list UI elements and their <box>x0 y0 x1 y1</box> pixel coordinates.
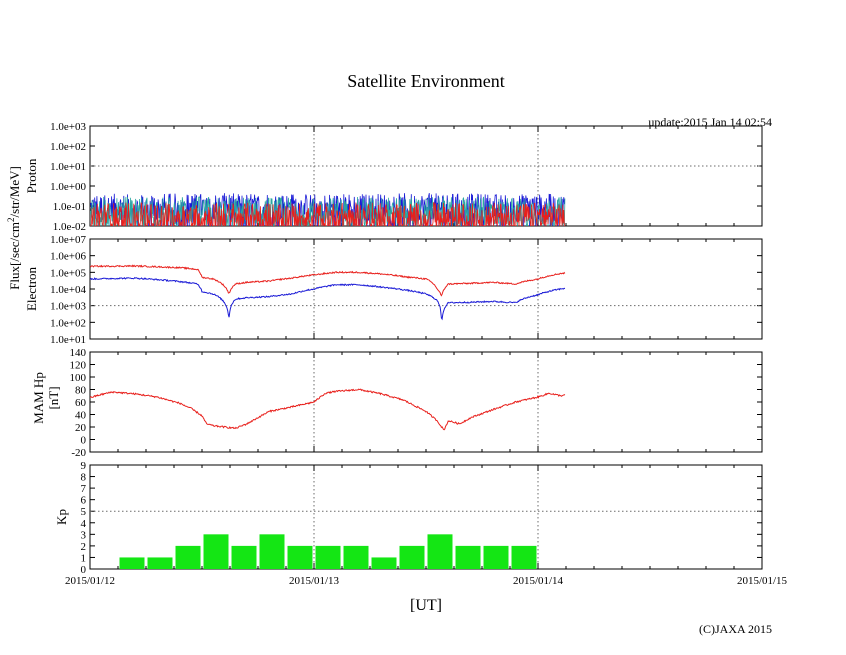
mam_hp-series-hp <box>90 388 566 431</box>
x-tick-label: 2015/01/12 <box>65 575 115 587</box>
electron-panel: 1.0e+01 1.0e+02 1.0e+03 1.0e+04 1.0e+05 1.0e+… <box>50 234 763 346</box>
electron-ytick-label: 1.0e+05 <box>50 267 86 279</box>
kp-ytick-label: 5 <box>81 506 87 518</box>
flux-axis-label: Flux[/sec/cm2/str/MeV] <box>6 166 22 290</box>
kp-bar <box>119 557 145 569</box>
kp-ytick-label: 2 <box>81 541 87 553</box>
mam_hp-ytick-label: 0 <box>81 435 87 447</box>
kp-bar <box>483 545 509 569</box>
proton-axis-label: Proton <box>24 158 39 193</box>
electron-ytick-label: 1.0e+01 <box>50 334 86 346</box>
proton-ytick-label: 1.0e+01 <box>50 161 86 173</box>
flux-label-suffix: /str/MeV] <box>7 166 22 217</box>
kp-ytick-label: 4 <box>81 518 87 530</box>
kp-bar <box>259 534 285 569</box>
proton-ytick-label: 1.0e+03 <box>50 121 86 133</box>
kp-bar <box>315 545 341 569</box>
chart-title: Satellite Environment <box>347 71 504 91</box>
electron-series-blue <box>90 276 566 321</box>
electron-ytick-label: 1.0e+07 <box>50 234 86 246</box>
electron-ytick-label: 1.0e+04 <box>50 284 86 296</box>
kp-bar <box>203 534 229 569</box>
mam-hp-unit-label: [nT] <box>46 386 61 409</box>
kp-bar <box>511 545 537 569</box>
kp-bar <box>287 545 313 569</box>
kp-bar <box>343 545 369 569</box>
proton-ytick-label: 1.0e+00 <box>50 181 86 193</box>
electron-ytick-label: 1.0e+02 <box>50 317 86 329</box>
electron-frame <box>89 238 763 340</box>
kp-ytick-label: 7 <box>81 483 87 495</box>
proton-ytick-label: 1.0e-01 <box>53 201 86 213</box>
kp-bar <box>455 545 481 569</box>
copyright: (C)JAXA 2015 <box>699 622 772 636</box>
kp-bar <box>371 557 397 569</box>
kp-ytick-label: 9 <box>81 460 87 472</box>
kp-bar <box>399 545 425 569</box>
proton-ytick-label: 1.0e-02 <box>53 221 86 233</box>
mam_hp-ytick-label: 140 <box>70 347 87 359</box>
kp-ytick-label: 6 <box>81 495 87 507</box>
x-tick-label: 2015/01/15 <box>737 575 788 587</box>
mam_hp-frame <box>89 351 763 453</box>
panels: 1.0e-021.0e-011.0e+001.0e+011.0e+021.0e+… <box>50 121 763 576</box>
kp-bar <box>427 534 453 569</box>
mam_hp-ytick-label: 40 <box>75 410 87 422</box>
mam-hp-axis-label: MAM Hp <box>31 372 46 424</box>
kp-ytick-label: 3 <box>81 529 87 541</box>
flux-label-prefix: Flux[/sec/cm <box>7 222 22 290</box>
mam_hp-ytick-label: 20 <box>75 422 87 434</box>
proton-panel: 1.0e-02 1.0e-01 1.0e+00 1.0e+01 1.0e+02 1.0e+… <box>50 121 763 233</box>
kp-bar <box>147 557 173 569</box>
mam_hp-ytick-label: 100 <box>70 372 87 384</box>
mam_hp-ytick-label: 80 <box>75 385 87 397</box>
mam_hp-ytick-label: 120 <box>70 360 87 372</box>
proton-ytick-label: 1.0e+02 <box>50 141 86 153</box>
kp-axis-label: Kp <box>54 509 69 525</box>
x-tick-labels: 2015/01/12 2015/01/13 2015/01/14 2015/01/15 <box>65 575 788 587</box>
electron-ytick-label: 1.0e+06 <box>50 251 86 263</box>
kp-ytick-label: 0 <box>81 564 87 576</box>
proton-series-red <box>90 201 565 226</box>
update-timestamp: update:2015 Jan 14 02:54 <box>648 115 772 129</box>
x-tick-label: 2015/01/14 <box>513 575 564 587</box>
electron-axis-label: Electron <box>24 266 39 311</box>
mam_hp-ytick-label: 60 <box>75 397 87 409</box>
kp-ytick-label: 8 <box>81 472 87 484</box>
x-axis-label: [UT] <box>410 597 442 614</box>
kp-ytick-label: 1 <box>81 552 87 564</box>
kp-bar <box>231 545 257 569</box>
mam_hp-ytick-label: -20 <box>71 447 86 459</box>
flux-label-exponent: 2 <box>6 217 16 222</box>
electron-series-red <box>90 264 566 297</box>
x-tick-label: 2015/01/13 <box>289 575 340 587</box>
electron-ytick-label: 1.0e+03 <box>50 301 86 313</box>
kp-bar <box>175 545 201 569</box>
